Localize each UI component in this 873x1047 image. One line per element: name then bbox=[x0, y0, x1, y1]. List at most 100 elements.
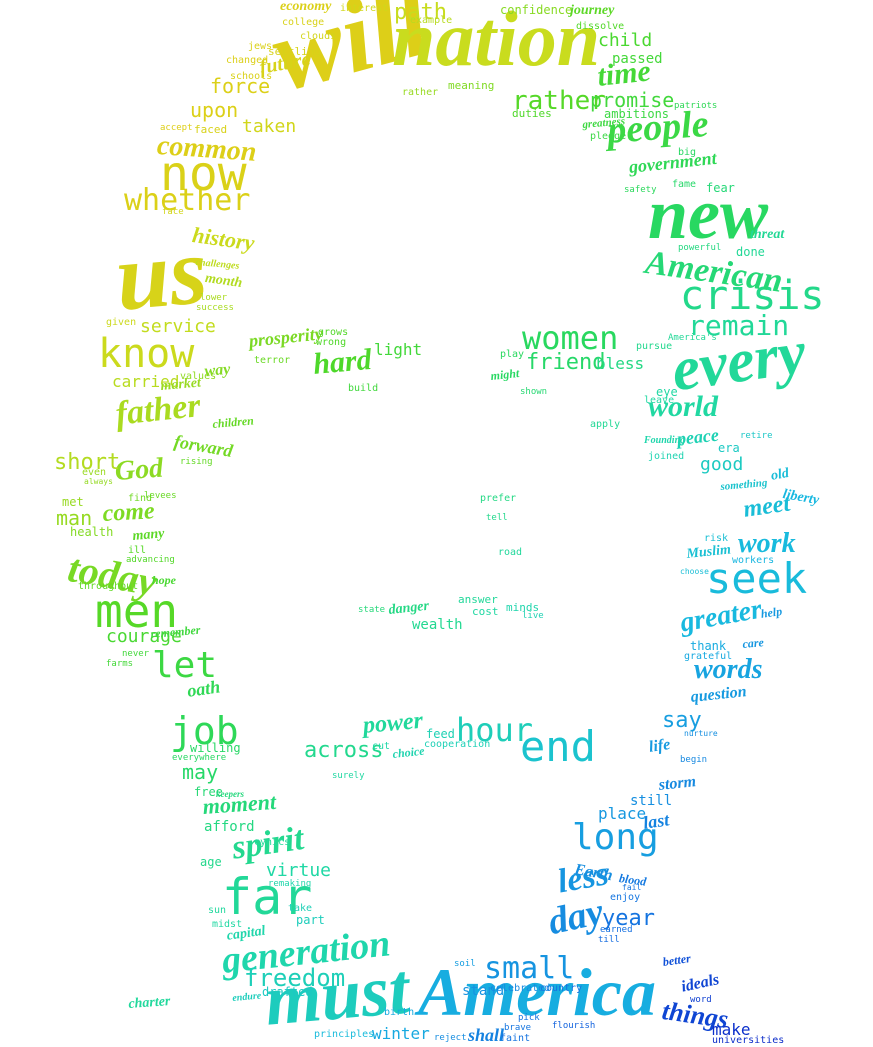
cloud-word: something bbox=[719, 476, 768, 493]
cloud-word: words bbox=[694, 654, 763, 685]
cloud-word: Founding bbox=[644, 435, 686, 446]
cloud-word: flourish bbox=[552, 1021, 596, 1031]
cloud-word: dissolve bbox=[576, 21, 625, 32]
cloud-word: life bbox=[647, 736, 672, 756]
cloud-word: cut bbox=[372, 741, 391, 752]
cloud-word: ambitions bbox=[604, 107, 670, 121]
cloud-word: risk bbox=[704, 533, 729, 544]
cloud-word: grateful bbox=[684, 651, 733, 662]
cloud-word: month bbox=[204, 271, 244, 292]
cloud-word: forward bbox=[172, 431, 235, 461]
cloud-word: end bbox=[520, 722, 596, 771]
cloud-word: across bbox=[304, 738, 384, 763]
cloud-word: storm bbox=[657, 773, 697, 794]
cloud-word: success bbox=[196, 303, 234, 313]
cloud-word: friend bbox=[526, 350, 606, 375]
cloud-word: common bbox=[155, 130, 258, 168]
cloud-word: promise bbox=[590, 88, 675, 112]
cloud-word: fail bbox=[622, 883, 642, 892]
cloud-word: surely bbox=[332, 771, 365, 781]
cloud-word: America bbox=[418, 954, 656, 1030]
cloud-word: build bbox=[348, 383, 379, 394]
cloud-word: accept bbox=[160, 123, 193, 133]
cloud-word: winter bbox=[372, 1024, 430, 1043]
cloud-word: ideals bbox=[679, 971, 721, 996]
cloud-word: wrong bbox=[316, 337, 347, 348]
cloud-word: help bbox=[759, 604, 783, 621]
cloud-word: met bbox=[62, 495, 84, 509]
cloud-word: service bbox=[140, 316, 216, 337]
cloud-word: last bbox=[641, 809, 671, 833]
cloud-word: earned bbox=[600, 925, 633, 935]
cloud-word: birth bbox=[384, 1007, 415, 1018]
cloud-word: farms bbox=[106, 659, 134, 669]
cloud-word: joined bbox=[648, 451, 685, 462]
cloud-word: may bbox=[182, 760, 219, 784]
cloud-word: hope bbox=[152, 573, 176, 587]
cloud-word: age bbox=[200, 855, 222, 869]
cloud-word: know bbox=[98, 331, 195, 377]
cloud-word: pledge bbox=[590, 131, 627, 142]
cloud-word: patriots bbox=[674, 101, 718, 111]
cloud-word: answer bbox=[458, 593, 498, 606]
cloud-word: clouds bbox=[300, 31, 337, 42]
cloud-word: hour bbox=[456, 711, 534, 749]
cloud-word: place bbox=[598, 804, 647, 823]
cloud-word: fame bbox=[672, 179, 697, 190]
cloud-word: old bbox=[769, 465, 791, 484]
cloud-word: America's bbox=[668, 333, 717, 343]
cloud-word: state bbox=[358, 605, 386, 615]
cloud-word: choice bbox=[391, 743, 426, 761]
cloud-word: far bbox=[222, 868, 313, 926]
cloud-word: cooperation bbox=[424, 739, 491, 750]
cloud-word: journey bbox=[570, 3, 615, 18]
cloud-word: pursue bbox=[636, 341, 673, 352]
cloud-word: stand bbox=[462, 983, 505, 999]
cloud-word: virtue bbox=[266, 860, 332, 881]
cloud-word: let bbox=[152, 645, 218, 686]
cloud-word: part bbox=[296, 913, 325, 927]
cloud-word: values bbox=[180, 371, 217, 382]
cloud-word: play bbox=[500, 349, 525, 360]
cloud-word: retire bbox=[740, 431, 773, 441]
cloud-word: levees bbox=[144, 491, 177, 501]
cloud-word: short bbox=[54, 450, 121, 475]
cloud-word: tell bbox=[486, 513, 508, 523]
cloud-word: day bbox=[544, 890, 607, 944]
cloud-word: begin bbox=[680, 755, 708, 765]
cloud-word: children bbox=[211, 413, 255, 431]
cloud-word: changed bbox=[226, 55, 269, 66]
cloud-word: country bbox=[540, 983, 583, 994]
cloud-word: upon bbox=[190, 98, 239, 122]
cloud-word: small bbox=[484, 951, 575, 986]
cloud-word: question bbox=[689, 683, 748, 706]
cloud-word: apply bbox=[590, 419, 621, 430]
cloud-word: man bbox=[56, 506, 93, 530]
cloud-word: long bbox=[572, 817, 659, 858]
cloud-word: always bbox=[84, 477, 113, 486]
cloud-word: better bbox=[661, 951, 692, 969]
cloud-word: health bbox=[70, 525, 114, 539]
cloud-word: cynics bbox=[254, 837, 291, 848]
cloud-word: shall bbox=[468, 1025, 505, 1045]
cloud-word: now bbox=[160, 146, 247, 202]
cloud-word: shown bbox=[520, 387, 548, 397]
cloud-word: principles bbox=[314, 1029, 375, 1040]
cloud-word: good bbox=[700, 454, 744, 475]
cloud-word: brave bbox=[504, 1023, 532, 1033]
cloud-word: passed bbox=[612, 51, 663, 67]
cloud-word: path bbox=[394, 0, 447, 25]
cloud-word: lower bbox=[200, 293, 228, 303]
cloud-word: still bbox=[630, 793, 673, 809]
cloud-word: seek bbox=[706, 554, 808, 603]
cloud-word: year bbox=[602, 906, 655, 931]
cloud-word: meaning bbox=[448, 79, 495, 92]
cloud-word: threat bbox=[750, 227, 785, 242]
cloud-word: hard bbox=[311, 342, 373, 381]
cloud-word: prefer bbox=[480, 493, 517, 504]
cloud-word: free bbox=[194, 785, 223, 799]
cloud-word: live bbox=[522, 611, 544, 621]
cloud-word: bless bbox=[596, 354, 645, 373]
cloud-word: never bbox=[122, 649, 150, 659]
cloud-word: confidence bbox=[500, 3, 573, 17]
